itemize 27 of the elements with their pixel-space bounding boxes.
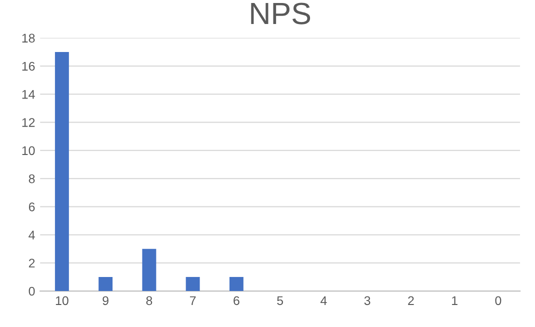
y-tick-label: 16 xyxy=(22,62,35,71)
y-tick-label: 6 xyxy=(28,202,35,212)
x-tick-label: 2 xyxy=(408,296,414,305)
x-tick-label: 3 xyxy=(364,296,370,306)
x-tick-label: 0 xyxy=(495,296,502,306)
x-tick-label: 5 xyxy=(277,296,284,306)
x-tick-label: 6 xyxy=(234,296,240,306)
y-tick-label: 4 xyxy=(28,230,35,240)
y-tick-label: 12 xyxy=(22,118,35,127)
x-tick-label: 4 xyxy=(320,296,327,305)
bar xyxy=(54,52,69,292)
x-tick-label: 10 xyxy=(56,296,68,306)
bar xyxy=(186,276,200,292)
x-tick-label: 8 xyxy=(146,296,152,306)
chart-title: NPS xyxy=(251,2,310,24)
y-tick-label: 14 xyxy=(22,90,35,99)
x-tick-label: 1 xyxy=(452,296,458,305)
y-tick-label: 2 xyxy=(28,258,35,268)
bar xyxy=(98,276,113,292)
y-tick-label: 8 xyxy=(28,174,35,184)
y-tick-label: 18 xyxy=(22,34,35,43)
x-tick-label: 7 xyxy=(190,296,196,305)
y-tick-label: 0 xyxy=(28,286,35,296)
bar xyxy=(229,276,244,292)
bar xyxy=(142,248,156,292)
y-tick-label: 10 xyxy=(22,146,35,156)
x-tick-label: 9 xyxy=(102,296,108,306)
